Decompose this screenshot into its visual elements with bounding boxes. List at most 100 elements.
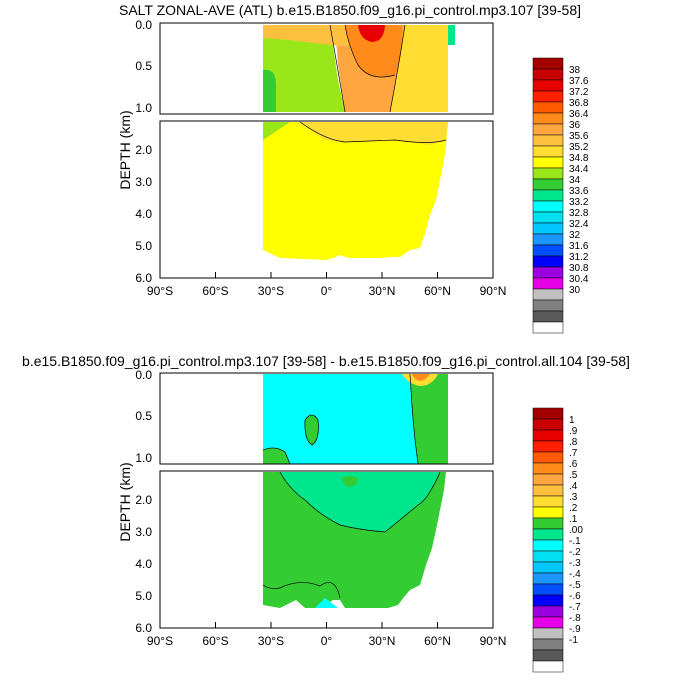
diff-field-green-spot	[342, 476, 358, 487]
colorbar-label-top-12: 33.2	[569, 197, 589, 208]
colorbar-swatch-top-18	[532, 255, 564, 268]
xtick-label-top-2: 30°S	[258, 284, 284, 298]
field-fresh-green	[263, 25, 345, 112]
frame-upper-bottom	[159, 372, 494, 465]
contour-line-3	[344, 24, 396, 78]
colorbar-label-top-13: 32.8	[569, 208, 589, 219]
colorbar-label-bottom-15: -.5	[569, 580, 581, 591]
diff-contour-1	[304, 414, 319, 446]
colorbar-swatch-top-22	[532, 299, 564, 312]
colorbar-swatch-bottom-21	[532, 638, 564, 651]
colorbar-label-bottom-2: .8	[569, 437, 578, 448]
colorbar-swatch-top-1	[532, 68, 564, 81]
colorbar-label-top-15: 32	[569, 230, 581, 241]
colorbar-swatch-bottom-10	[532, 517, 564, 530]
xtick-label-bottom-2: 30°S	[258, 634, 284, 648]
colorbar-swatch-bottom-5	[532, 462, 564, 475]
colorbar-swatch-bottom-6	[532, 473, 564, 486]
field-deep-green-edge	[263, 122, 290, 140]
colorbar-label-top-3: 36.8	[569, 98, 589, 109]
colorbar-swatch-top-10	[532, 167, 564, 180]
diff-contour-2	[409, 373, 419, 465]
colorbar-swatch-bottom-14	[532, 561, 564, 574]
colorbar-swatch-bottom-15	[532, 572, 564, 585]
ytick-top-4: 3.0	[135, 175, 152, 189]
xtick-label-bottom-5: 60°N	[424, 634, 451, 648]
colorbar-swatch-bottom-1	[532, 418, 564, 431]
colorbar-label-bottom-12: -.2	[569, 547, 581, 558]
colorbar-swatch-bottom-18	[532, 605, 564, 618]
colorbar-swatch-bottom-0	[532, 407, 564, 420]
diff-field-green-ne	[410, 374, 448, 464]
ylabel-top: DEPTH (km)	[117, 110, 133, 189]
colorbar-label-top-20: 30	[569, 285, 581, 296]
field-deep-orange	[300, 122, 448, 145]
xtick-label-bottom-4: 30°N	[369, 634, 396, 648]
colorbar-swatch-top-0	[532, 57, 564, 70]
colorbar-label-bottom-10: .00	[569, 525, 583, 536]
ytick-top-0: 0.0	[135, 18, 152, 32]
colorbar-swatch-bottom-11	[532, 528, 564, 541]
diff-field-cyan-bottom	[315, 598, 338, 608]
xtick-label-top-3: 0°	[321, 284, 333, 298]
ytick-bottom-7: 6.0	[135, 621, 152, 635]
lower-subplot-bottom	[159, 470, 494, 629]
colorbar-swatch-bottom-19	[532, 616, 564, 629]
diff-contour-5	[262, 582, 341, 599]
contour-line-1	[329, 24, 346, 113]
colorbar-label-top-5: 36	[569, 120, 581, 131]
diff-contour-3	[262, 447, 291, 465]
colorbar-top: 3837.637.236.836.43635.635.234.834.43433…	[532, 57, 589, 334]
colorbar-swatch-top-16	[532, 233, 564, 246]
colorbar-label-bottom-7: .3	[569, 492, 578, 503]
field-teal-corner	[448, 25, 455, 45]
contour-line-4	[299, 121, 447, 143]
diff-contour-4	[279, 471, 441, 533]
colorbar-swatch-bottom-7	[532, 484, 564, 497]
xtick-label-top-6: 90°N	[480, 284, 507, 298]
ytick-bottom-5: 4.0	[135, 557, 152, 571]
xtick-label-top-0: 90°S	[147, 284, 173, 298]
ytick-bottom-1: 0.5	[135, 409, 152, 423]
ytick-top-1: 0.5	[135, 59, 152, 73]
colorbar-swatch-bottom-8	[532, 495, 564, 508]
y-axis-bottom: DEPTH (km) 0.0 0.5 1.0 2.0 3.0 4.0 5.0 6…	[117, 368, 152, 635]
colorbar-swatch-top-9	[532, 156, 564, 169]
diff-field-green-blob	[304, 415, 319, 445]
x-axis-bottom: 90°S 60°S 30°S 0° 30°N 60°N 90°N	[147, 622, 506, 648]
colorbar-swatch-bottom-3	[532, 440, 564, 453]
panel-bottom: b.e15.B1850.f09_g16.pi_control.mp3.107 […	[22, 353, 630, 673]
diff-field-orange-surface	[412, 374, 430, 381]
ytick-top-6: 5.0	[135, 239, 152, 253]
chart-title-bottom: b.e15.B1850.f09_g16.pi_control.mp3.107 […	[22, 353, 630, 369]
colorbar-swatch-top-20	[532, 277, 564, 290]
frame-upper-top	[159, 22, 494, 115]
ytick-bottom-0: 0.0	[135, 368, 152, 382]
colorbar-swatch-top-12	[532, 189, 564, 202]
colorbar-label-top-8: 34.8	[569, 153, 589, 164]
colorbar-label-bottom-0: 1	[569, 415, 575, 426]
colorbar-label-bottom-11: -.1	[569, 536, 581, 547]
contour-line-2	[389, 24, 406, 113]
colorbar-label-top-10: 34	[569, 175, 581, 186]
colorbar-label-bottom-18: -.8	[569, 613, 581, 624]
ytick-bottom-6: 5.0	[135, 589, 152, 603]
colorbar-swatch-bottom-12	[532, 539, 564, 552]
ytick-top-7: 6.0	[135, 271, 152, 285]
colorbar-swatch-top-13	[532, 200, 564, 213]
colorbar-label-top-14: 32.4	[569, 219, 589, 230]
colorbar-label-top-1: 37.6	[569, 76, 589, 87]
upper-subplot-top	[159, 22, 494, 115]
colorbar-swatch-top-14	[532, 211, 564, 224]
colorbar-swatch-top-24	[532, 321, 564, 334]
colorbar-swatch-bottom-4	[532, 451, 564, 464]
xtick-label-top-5: 60°N	[424, 284, 451, 298]
colorbar-label-bottom-14: -.4	[569, 569, 581, 580]
ylabel-bottom: DEPTH (km)	[117, 462, 133, 541]
colorbar-label-top-2: 37.2	[569, 87, 589, 98]
colorbar-label-bottom-8: .2	[569, 503, 578, 514]
field-red-max	[358, 25, 385, 42]
colorbar-swatch-top-4	[532, 101, 564, 114]
colorbar-swatch-bottom-2	[532, 429, 564, 442]
